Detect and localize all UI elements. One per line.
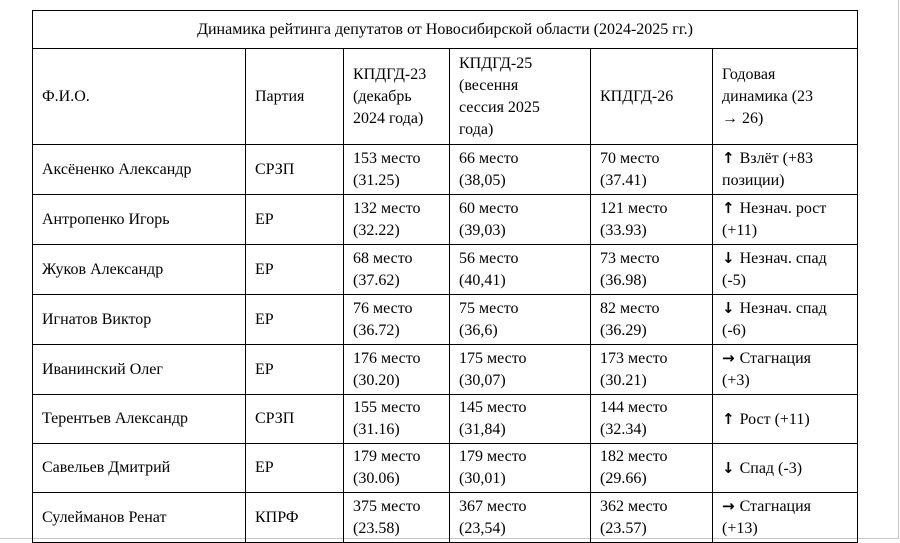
- cell-kpdgd26-rank: 144 место (32.34): [590, 394, 713, 444]
- cell-kpdgd23-rank: 68 место (37.62): [343, 244, 450, 295]
- deputies-rating-table: Динамика рейтинга депутатов от Новосибир…: [31, 10, 859, 543]
- table-title: Динамика рейтинга депутатов от Новосибир…: [31, 10, 859, 49]
- col-header-kpdgd23: КПДГД-23 (декабрь 2024 года): [343, 48, 450, 145]
- cell-deputy-name: Антропенко Игорь: [32, 194, 246, 245]
- table-row: Иванинский Олег ЕР 176 место (30.20) 175…: [32, 344, 859, 395]
- trend-arrow-icon: →: [722, 497, 735, 515]
- dynamics-label: Спад (-3): [739, 459, 803, 477]
- trend-arrow-icon: ↑: [722, 409, 735, 428]
- cell-party: ЕР: [245, 344, 344, 395]
- cell-kpdgd25-rank: 145 место (31,84): [449, 394, 591, 444]
- cell-kpdgd26-rank: 173 место (30.21): [590, 344, 713, 395]
- cell-deputy-name: Жуков Александр: [32, 244, 246, 295]
- table-row: Аксёненко Александр СРЗП 153 место (31.2…: [32, 144, 859, 195]
- cell-kpdgd26-rank: 182 место (29.66): [590, 443, 713, 493]
- trend-arrow-icon: ↓: [722, 458, 735, 477]
- cell-kpdgd26-rank: 121 место (33.93): [590, 194, 713, 245]
- cell-kpdgd25-rank: 175 место (30,07): [449, 344, 591, 395]
- cell-kpdgd26-rank: 73 место (36.98): [590, 244, 713, 295]
- cell-kpdgd26-rank: 362 место (23.57): [590, 492, 713, 543]
- col-header-kpdgd25: КПДГД-25 (весення сессия 2025 года): [449, 48, 591, 145]
- cell-kpdgd25-rank: 179 место (30,01): [449, 443, 591, 493]
- cell-kpdgd25-rank: 66 место (38,05): [449, 144, 591, 195]
- col-header-party: Партия: [245, 48, 344, 145]
- dynamics-label: Незнач. спад (-6): [722, 300, 827, 339]
- cell-dynamics: → Стагнация (+13): [711, 492, 859, 543]
- col-header-fio: Ф.И.О.: [32, 48, 246, 145]
- cell-kpdgd23-rank: 155 место (31.16): [343, 394, 450, 444]
- trend-arrow-icon: ↑: [722, 149, 735, 167]
- trend-arrow-icon: →: [722, 349, 735, 367]
- dynamics-label: Рост (+11): [739, 410, 810, 428]
- cell-party: ЕР: [245, 294, 344, 345]
- trend-arrow-icon: ↑: [722, 199, 735, 217]
- dynamics-label: Взлёт (+83 позиции): [722, 150, 813, 189]
- cell-kpdgd23-rank: 176 место (30.20): [343, 344, 450, 395]
- cell-party: СРЗП: [245, 394, 344, 444]
- table-row: Жуков Александр ЕР 68 место (37.62) 56 м…: [32, 244, 859, 295]
- cell-kpdgd23-rank: 179 место (30.06): [343, 443, 450, 493]
- cell-dynamics: ↑ Рост (+11): [711, 394, 859, 444]
- cell-party: КПРФ: [245, 492, 344, 543]
- cell-kpdgd23-rank: 375 место (23.58): [343, 492, 450, 543]
- cell-dynamics: → Стагнация (+3): [711, 344, 859, 395]
- cell-deputy-name: Сулейманов Ренат: [32, 492, 246, 543]
- dynamics-label: Незнач. рост (+11): [722, 200, 827, 239]
- table-row: Сулейманов Ренат КПРФ 375 место (23.58) …: [32, 492, 859, 543]
- cell-deputy-name: Аксёненко Александр: [32, 144, 246, 195]
- cell-dynamics: ↑ Взлёт (+83 позиции): [711, 144, 859, 195]
- cell-party: ЕР: [245, 443, 344, 493]
- trend-arrow-icon: ↓: [722, 249, 735, 267]
- cell-kpdgd23-rank: 132 место (32.22): [343, 194, 450, 245]
- table-title-row: Динамика рейтинга депутатов от Новосибир…: [31, 10, 859, 49]
- cell-kpdgd25-rank: 60 место (39,03): [449, 194, 591, 245]
- cell-deputy-name: Игнатов Виктор: [32, 294, 246, 345]
- cell-kpdgd23-rank: 153 место (31.25): [343, 144, 450, 195]
- table-row: Савельев Дмитрий ЕР 179 место (30.06) 17…: [32, 443, 859, 493]
- trend-arrow-icon: ↓: [722, 299, 735, 317]
- dynamics-label: Стагнация (+13): [722, 498, 812, 537]
- cell-kpdgd25-rank: 56 место (40,41): [449, 244, 591, 295]
- table-row: Антропенко Игорь ЕР 132 место (32.22) 60…: [32, 194, 859, 245]
- cell-dynamics: ↑ Незнач. рост (+11): [711, 194, 859, 245]
- cell-kpdgd25-rank: 367 место (23,54): [449, 492, 591, 543]
- table-header-row: Ф.И.О. Партия КПДГД-23 (декабрь 2024 год…: [32, 48, 859, 145]
- col-header-kpdgd26: КПДГД-26: [590, 48, 713, 145]
- dynamics-label: Незнач. спад (-5): [722, 250, 827, 289]
- cell-party: ЕР: [245, 194, 344, 245]
- col-header-annual-dynamics: Годовая динамика (23 → 26): [711, 48, 859, 145]
- dynamics-label: Стагнация (+3): [722, 350, 812, 389]
- cell-deputy-name: Терентьев Александр: [32, 394, 246, 444]
- cell-dynamics: ↓ Незнач. спад (-6): [711, 294, 859, 345]
- table-row: Терентьев Александр СРЗП 155 место (31.1…: [32, 394, 859, 444]
- cell-party: ЕР: [245, 244, 344, 295]
- cell-kpdgd26-rank: 70 место (37.41): [590, 144, 713, 195]
- cell-party: СРЗП: [245, 144, 344, 195]
- cell-deputy-name: Савельев Дмитрий: [32, 443, 246, 493]
- cell-dynamics: ↓ Незнач. спад (-5): [711, 244, 859, 295]
- cell-kpdgd23-rank: 76 место (36.72): [343, 294, 450, 345]
- cell-kpdgd26-rank: 82 место (36.29): [590, 294, 713, 345]
- table-row: Игнатов Виктор ЕР 76 место (36.72) 75 ме…: [32, 294, 859, 345]
- cell-dynamics: ↓ Спад (-3): [711, 443, 859, 493]
- cell-deputy-name: Иванинский Олег: [32, 344, 246, 395]
- cell-kpdgd25-rank: 75 место (36,6): [449, 294, 591, 345]
